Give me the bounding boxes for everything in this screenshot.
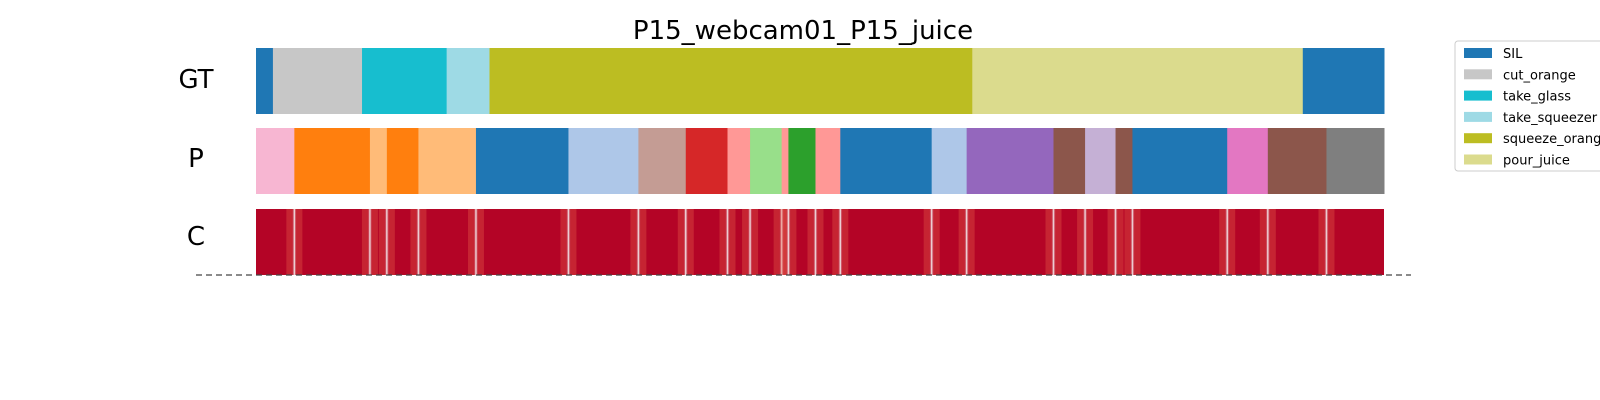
- p-segment-22: [1267, 128, 1327, 194]
- confidence-dip-2: [384, 209, 390, 275]
- p-segment-9: [727, 128, 751, 194]
- gt-segment-5: [972, 48, 1304, 114]
- confidence-dip-14: [929, 209, 935, 275]
- p-segment-14: [840, 128, 933, 194]
- confidence-dip-10: [779, 209, 785, 275]
- confidence-dip-6: [635, 209, 641, 275]
- p-segment-2: [369, 128, 388, 194]
- legend-label-5: pour_juice: [1503, 154, 1570, 169]
- legend: SIL cut_orange take_glass take_squeezersque…: [1454, 40, 1600, 172]
- confidence-dip-0: [291, 209, 297, 275]
- gt-segment-2: [362, 48, 448, 114]
- confidence-dip-11: [785, 209, 791, 275]
- legend-label-3: take_squeezer: [1503, 111, 1598, 126]
- p-segment-0: [256, 128, 295, 194]
- p-segment-15: [931, 128, 968, 194]
- p-segment-21: [1227, 128, 1269, 194]
- confidence-dip-15: [964, 209, 970, 275]
- confidence-dip-3: [415, 209, 421, 275]
- row-label-p: P: [188, 144, 204, 174]
- p-segment-23: [1326, 128, 1385, 194]
- legend-swatch-2: [1464, 90, 1492, 101]
- gt-bar: [256, 48, 1385, 114]
- confidence-dip-5: [565, 209, 571, 275]
- p-segment-11: [781, 128, 789, 194]
- confidence-dip-4: [473, 209, 479, 275]
- legend-swatch-0: [1464, 48, 1492, 58]
- confidence-dip-19: [1129, 209, 1135, 275]
- p-segment-8: [685, 128, 729, 194]
- confidence-dip-1: [367, 209, 373, 275]
- p-segment-13: [815, 128, 841, 194]
- gt-segment-3: [446, 48, 490, 114]
- confidence-dip-16: [1050, 209, 1056, 275]
- legend-swatch-4: [1464, 133, 1492, 144]
- legend-frame: [1454, 40, 1600, 172]
- confidence-dip-20: [1224, 209, 1230, 275]
- p-segment-5: [475, 128, 569, 194]
- legend-label-0: SIL: [1503, 47, 1523, 62]
- legend-swatch-5: [1464, 154, 1492, 165]
- gt-segment-0: [256, 48, 274, 114]
- confidence-dip-17: [1082, 209, 1088, 275]
- p-segment-16: [966, 128, 1054, 194]
- row-label-gt: GT: [178, 65, 213, 95]
- gt-segment-1: [272, 48, 363, 114]
- p-segment-4: [418, 128, 477, 194]
- p-bar: [256, 128, 1385, 194]
- p-segment-20: [1132, 128, 1228, 194]
- gt-segment-4: [489, 48, 973, 114]
- legend-swatch-3: [1464, 111, 1492, 122]
- p-segment-18: [1085, 128, 1117, 194]
- confidence-dip-22: [1323, 209, 1329, 275]
- p-segment-10: [750, 128, 783, 194]
- p-segment-17: [1053, 128, 1086, 194]
- confidence-band: [256, 209, 1384, 275]
- confidence-dip-21: [1265, 209, 1271, 275]
- legend-swatch-1: [1464, 69, 1492, 80]
- p-segment-6: [568, 128, 639, 194]
- confidence-dip-12: [812, 209, 818, 275]
- confidence-dip-8: [725, 209, 731, 275]
- p-segment-12: [788, 128, 816, 194]
- legend-label-4: squeeze_orange: [1503, 132, 1600, 147]
- confidence-dip-9: [747, 209, 753, 275]
- row-label-c: C: [187, 222, 205, 252]
- p-segment-1: [294, 128, 371, 194]
- confidence-dip-7: [683, 209, 689, 275]
- confidence-dip-18: [1113, 209, 1119, 275]
- legend-label-2: take_glass: [1503, 90, 1571, 105]
- legend-label-1: cut_orange: [1503, 68, 1576, 83]
- p-segment-19: [1115, 128, 1133, 194]
- c-bar: [256, 209, 1384, 275]
- gt-segment-6: [1302, 48, 1385, 114]
- chart-title: P15_webcam01_P15_juice: [633, 16, 973, 46]
- confidence-dip-13: [837, 209, 843, 275]
- p-segment-7: [638, 128, 687, 194]
- p-segment-3: [386, 128, 419, 194]
